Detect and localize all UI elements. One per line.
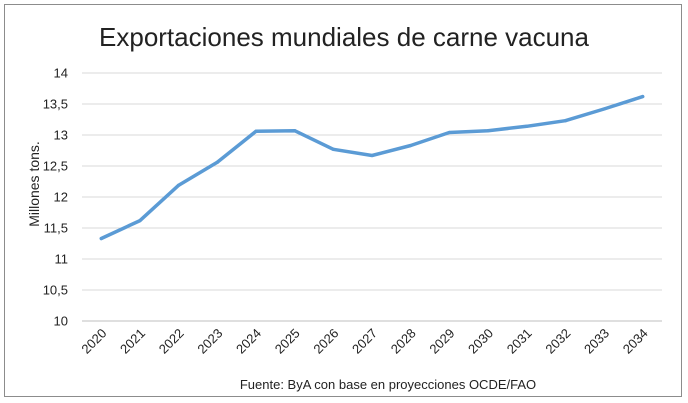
chart-frame <box>4 4 682 397</box>
x-tick-label: 2029 <box>426 326 457 357</box>
y-tick-label: 10 <box>54 314 68 329</box>
y-tick-label: 10,5 <box>43 283 68 298</box>
series-line-0 <box>99 94 645 241</box>
y-axis-label: Millones tons. <box>26 141 42 227</box>
x-tick-label: 2021 <box>117 326 148 357</box>
x-tick-label: 2026 <box>310 326 341 357</box>
x-tick-label: 2025 <box>272 326 303 357</box>
chart-source-note: Fuente: ByA con base en proyecciones OCD… <box>240 377 536 392</box>
data-point <box>138 218 142 223</box>
chart-title: Exportaciones mundiales de carne vacuna <box>99 22 590 52</box>
x-tick-label: 2023 <box>194 326 225 357</box>
x-tick-labels: 2020 2021 2022 2023 2024 2025 2026 2027 2028 2029… <box>78 326 650 357</box>
x-tick-label: 2032 <box>542 326 573 357</box>
data-point <box>641 94 645 99</box>
y-tick-label: 12 <box>54 190 68 205</box>
data-point <box>563 119 567 123</box>
data-point <box>486 129 490 133</box>
data-point <box>215 160 219 164</box>
x-tick-label: 2024 <box>233 326 264 357</box>
data-point <box>525 124 529 128</box>
x-tick-label: 2034 <box>620 326 651 357</box>
data-point <box>331 147 335 151</box>
x-tick-label: 2028 <box>388 326 419 357</box>
data-point <box>254 129 258 133</box>
y-tick-label: 11 <box>55 252 69 267</box>
data-point <box>447 130 451 135</box>
data-point <box>409 143 413 148</box>
x-tick-label: 2020 <box>78 326 109 357</box>
y-tick-labels: 10 10,5 11 11,5 12 12,5 13 13,5 14 <box>43 66 68 329</box>
x-tick-label: 2031 <box>504 326 535 357</box>
x-tick-label: 2033 <box>581 326 612 357</box>
data-point <box>602 107 606 111</box>
x-tick-label: 2030 <box>465 326 496 357</box>
gridlines <box>82 72 662 322</box>
data-point <box>177 183 181 187</box>
y-tick-label: 12,5 <box>43 159 68 174</box>
y-tick-label: 11,5 <box>44 221 68 236</box>
y-tick-label: 13,5 <box>43 97 68 112</box>
x-tick-label: 2027 <box>349 326 380 357</box>
series-lines <box>99 94 645 241</box>
data-point <box>370 153 374 158</box>
data-point <box>99 236 103 241</box>
data-point <box>293 129 297 133</box>
y-tick-label: 13 <box>54 128 68 143</box>
y-tick-label: 14 <box>54 66 68 81</box>
x-tick-label: 2022 <box>156 326 187 357</box>
